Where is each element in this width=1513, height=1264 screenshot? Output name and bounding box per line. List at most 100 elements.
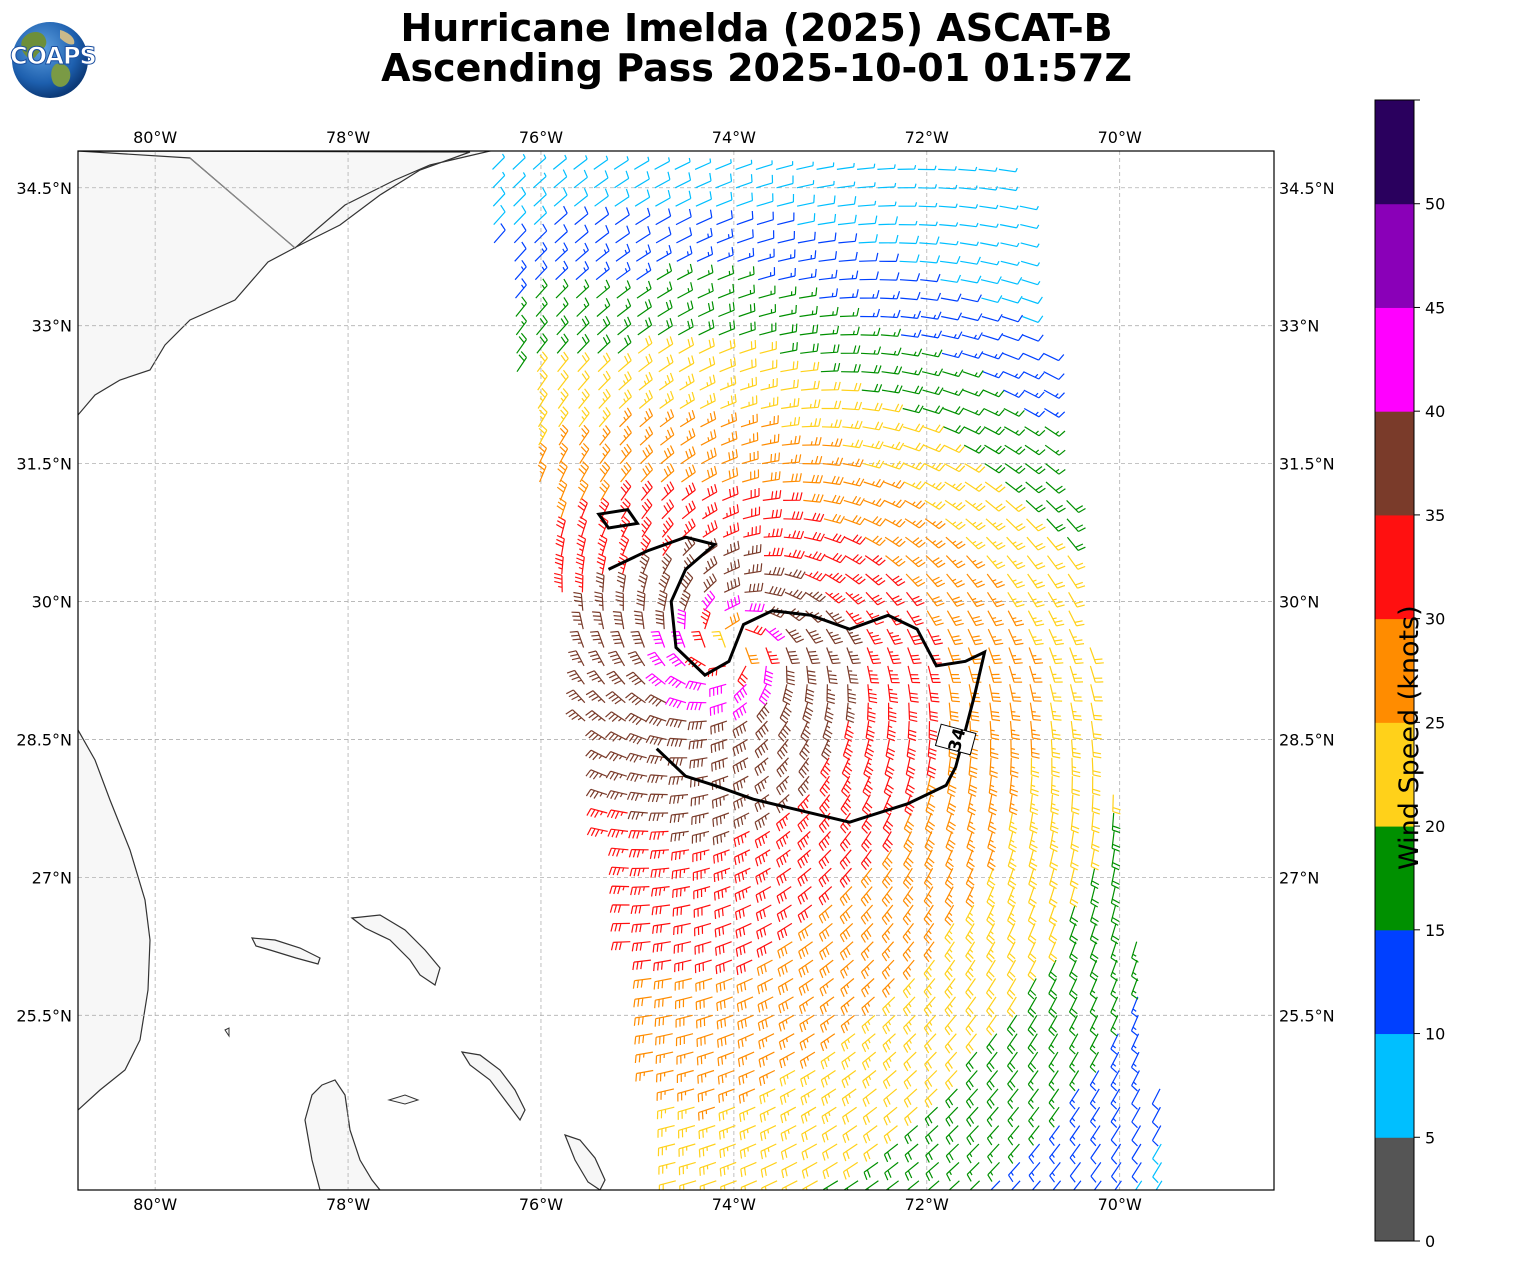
wind-barb — [879, 253, 899, 262]
wind-barb — [573, 591, 584, 611]
wind-barb — [924, 812, 936, 835]
wind-barb — [625, 752, 647, 763]
wind-barb — [801, 1161, 818, 1179]
wind-barb — [661, 517, 674, 538]
wind-barb — [555, 534, 565, 556]
wind-barb — [797, 775, 810, 797]
wind-barb — [1070, 702, 1082, 721]
wind-barb — [1030, 721, 1041, 740]
wind-barb — [799, 1051, 816, 1069]
wind-barb — [737, 1033, 754, 1049]
wind-barb — [883, 460, 905, 470]
wind-barb — [945, 1106, 959, 1127]
wind-barb — [902, 978, 916, 999]
wind-barb — [1155, 1180, 1163, 1190]
wind-barb — [759, 341, 777, 354]
contour-label-box — [934, 723, 977, 756]
wind-barb — [598, 497, 610, 520]
wind-barb — [605, 751, 627, 762]
wind-barb — [1028, 1125, 1040, 1146]
wind-barb — [944, 1051, 958, 1072]
wind-barb — [724, 612, 740, 630]
wind-barb — [1131, 959, 1139, 982]
wind-barb — [989, 702, 1001, 722]
wind-barb — [944, 904, 955, 926]
wind-barb — [844, 554, 866, 565]
wind-barb — [784, 569, 806, 580]
wind-barb — [669, 794, 689, 805]
wind-barb — [881, 365, 903, 375]
wind-barb — [1023, 371, 1045, 380]
wind-barb — [596, 316, 611, 336]
wind-barb — [902, 423, 925, 433]
wind-barb — [1028, 1106, 1040, 1128]
wind-barb — [860, 904, 874, 925]
wind-barb — [680, 446, 696, 465]
wind-barb — [820, 344, 840, 354]
small-island — [224, 1027, 230, 1038]
wind-barb — [1008, 628, 1024, 646]
wind-barb — [981, 295, 1003, 303]
wind-barb — [921, 368, 944, 377]
wind-barb — [626, 772, 648, 782]
lat-tick-label-left: 27°N — [32, 868, 72, 887]
wind-barb — [965, 886, 975, 908]
wind-barb — [885, 739, 896, 761]
wind-barb — [1024, 444, 1046, 456]
wind-barb — [659, 390, 674, 409]
wind-barb — [711, 630, 726, 648]
wind-barb — [861, 383, 883, 393]
wind-barb — [696, 209, 713, 226]
wind-barb — [988, 776, 998, 797]
wind-barb — [883, 1125, 898, 1144]
wind-barb — [963, 407, 985, 416]
wind-barb — [760, 1143, 777, 1160]
wind-barb — [944, 1014, 957, 1036]
wind-barb — [586, 827, 608, 837]
wind-barb — [1007, 904, 1016, 926]
wind-barb — [492, 186, 506, 207]
wind-barb — [1110, 1051, 1120, 1074]
wind-barb — [745, 625, 767, 636]
wind-barb — [744, 603, 765, 612]
wind-barb — [816, 162, 835, 170]
wind-barb — [720, 394, 737, 410]
wind-barb — [964, 463, 986, 473]
wind-barb — [719, 1161, 737, 1177]
lat-tick-label-right: 30°N — [1279, 593, 1319, 612]
wind-barb — [944, 978, 956, 999]
wind-barb — [1049, 868, 1058, 890]
wind-barb — [534, 241, 548, 262]
wind-barb — [575, 261, 590, 281]
wind-barb — [695, 977, 713, 992]
wind-barb — [1023, 407, 1046, 418]
wind-barb — [886, 721, 896, 742]
wind-barb — [576, 315, 590, 336]
wind-barb — [986, 996, 997, 1018]
wind-barb — [865, 573, 886, 586]
wind-barb — [627, 651, 646, 667]
wind-barb — [841, 1088, 857, 1107]
exuma-cays — [563, 1134, 606, 1190]
wind-barb — [840, 996, 855, 1016]
wind-barb — [801, 1125, 817, 1143]
wind-barb — [756, 941, 773, 958]
wind-barb — [573, 155, 588, 170]
wind-barb — [923, 867, 934, 890]
wind-barb — [744, 582, 764, 593]
wind-barb — [736, 959, 753, 976]
wind-barb — [880, 328, 902, 337]
wind-barb — [612, 611, 625, 630]
wind-barb — [628, 830, 649, 839]
wind-barb — [925, 794, 936, 816]
wind-barb — [779, 304, 797, 318]
wind-barb — [780, 1125, 797, 1142]
wind-barb — [880, 291, 901, 300]
wind-barb — [861, 812, 873, 834]
wind-barb — [960, 256, 981, 265]
wind-barb — [1093, 1180, 1102, 1190]
wind-barb — [614, 170, 630, 189]
wind-barb — [897, 183, 917, 189]
wind-barb — [920, 311, 942, 320]
wind-barb — [1131, 941, 1139, 963]
